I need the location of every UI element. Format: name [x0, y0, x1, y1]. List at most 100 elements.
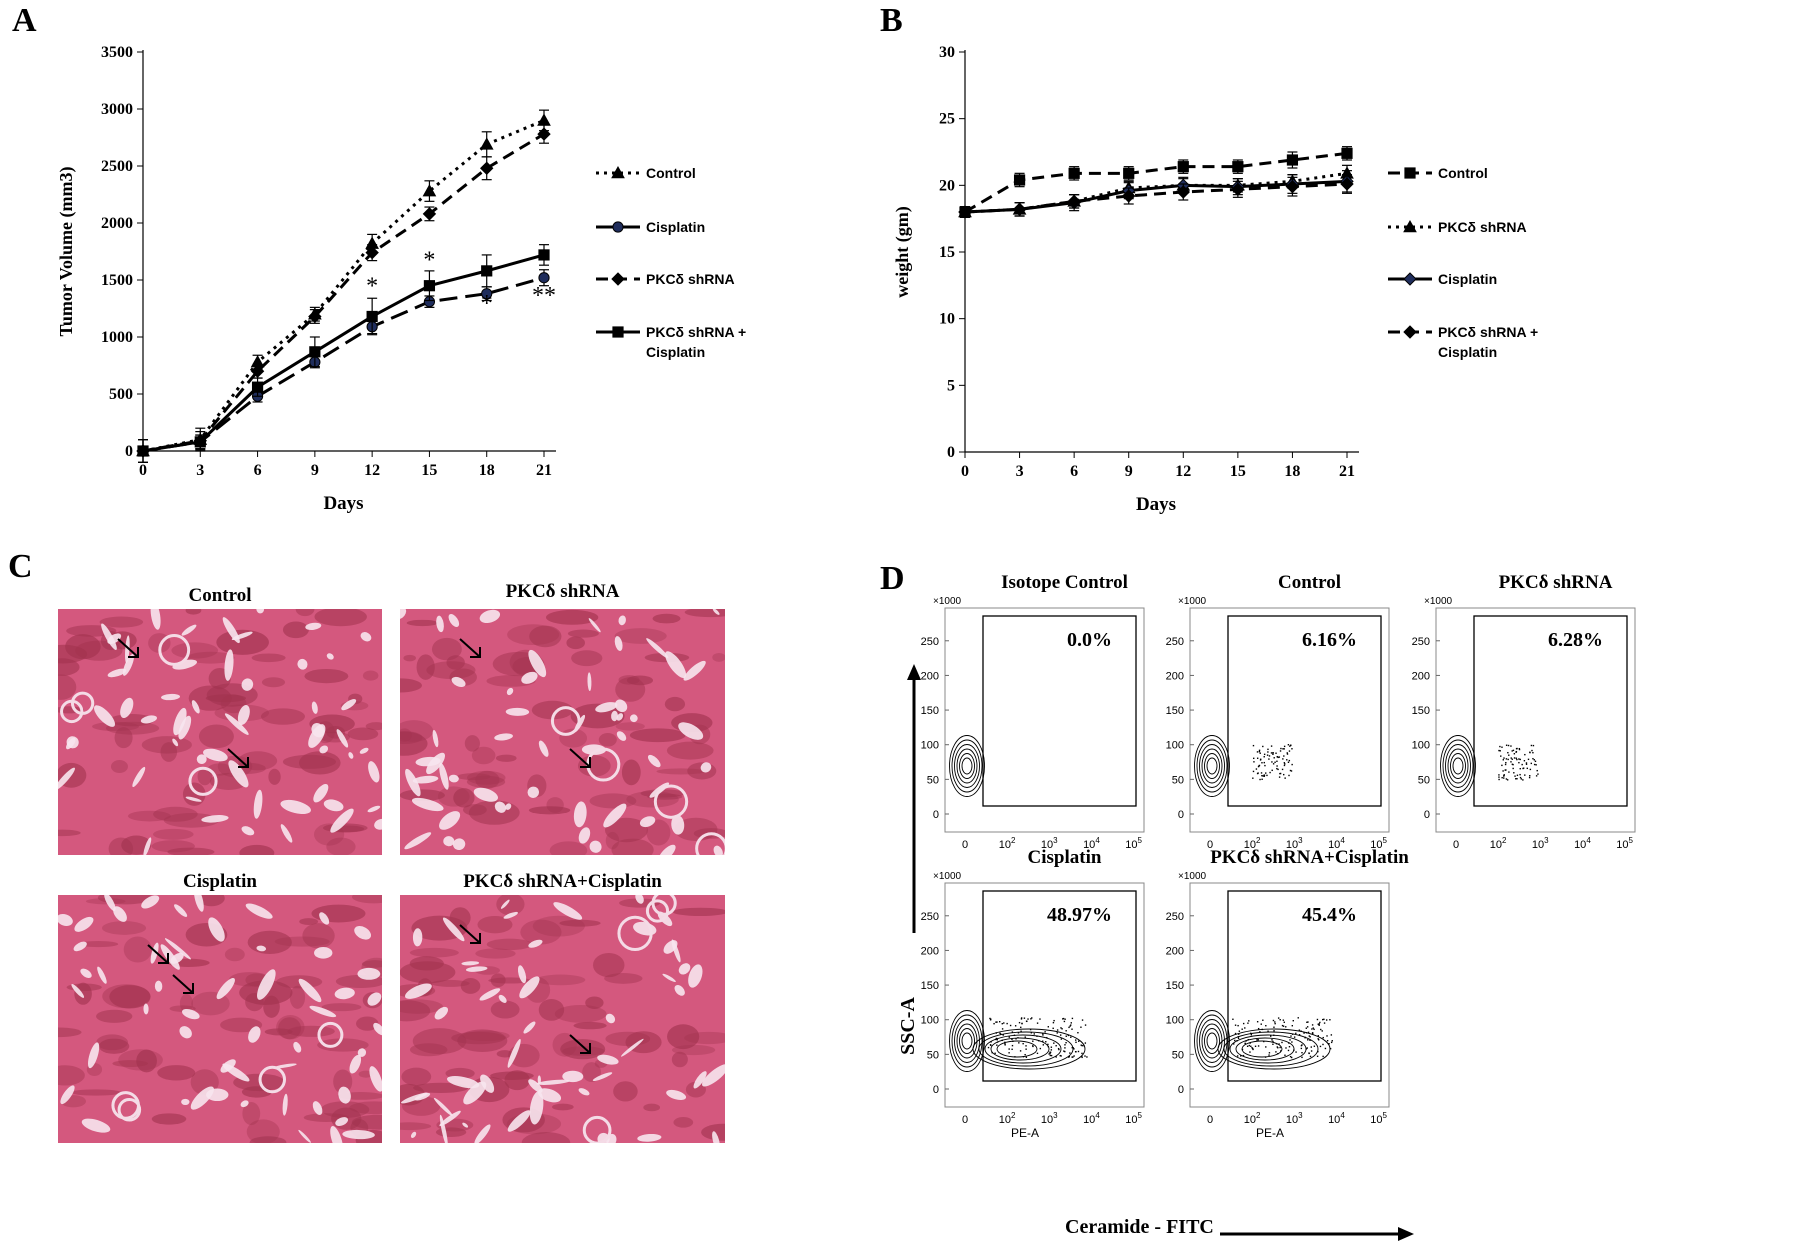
tissue-gap — [529, 1091, 544, 1125]
event-dot — [1083, 1044, 1085, 1047]
event-dot — [1052, 1027, 1054, 1030]
event-dot — [1319, 1021, 1321, 1024]
tissue-fiber — [400, 1122, 432, 1131]
tissue-gap — [280, 824, 293, 843]
flow-y-tick-label: 0 — [1178, 809, 1184, 821]
event-dot — [1290, 744, 1292, 746]
event-dot — [1286, 752, 1288, 754]
gate-percent: 45.4% — [1302, 904, 1357, 926]
x-tick-label: 15 — [421, 462, 437, 479]
event-dot — [1003, 1022, 1005, 1024]
event-dot — [1280, 1050, 1282, 1052]
tissue-gap — [336, 729, 349, 748]
event-dot — [1062, 1017, 1065, 1020]
event-dot — [987, 1046, 990, 1049]
tissue-gap — [603, 803, 627, 828]
event-dot — [1508, 754, 1510, 756]
tissue-gap — [172, 738, 179, 747]
event-dot — [1081, 1055, 1083, 1058]
series-line — [142, 276, 545, 453]
event-dot — [1004, 1044, 1006, 1046]
contour-ring — [961, 757, 973, 775]
data-point — [538, 249, 550, 261]
x-tick-label: 0 — [961, 463, 969, 480]
flow-y-tick-label: 200 — [921, 670, 939, 682]
y-tick-label: 25 — [939, 111, 955, 128]
tissue-gap — [280, 799, 311, 814]
event-dot — [1307, 1031, 1310, 1034]
legend-label: PKCδ shRNA — [646, 271, 735, 287]
contour-ring — [1196, 1014, 1228, 1068]
event-dot — [1256, 751, 1259, 753]
event-dot — [1070, 1036, 1072, 1038]
event-dot — [1329, 1047, 1332, 1050]
tissue-gap — [400, 609, 407, 619]
tissue-fiber — [102, 984, 151, 1009]
event-dot — [1528, 776, 1531, 779]
event-dot — [990, 1018, 992, 1020]
legend-entry: PKCδ shRNA + Cisplatin — [1388, 324, 1538, 360]
event-dot — [1050, 1049, 1053, 1051]
event-dot — [1264, 1056, 1267, 1058]
tissue-gap — [662, 973, 676, 982]
tissue-fiber — [646, 819, 671, 846]
tissue-fiber — [554, 1005, 607, 1023]
tissue-gap — [647, 754, 661, 768]
event-dot — [1263, 761, 1265, 764]
data-point — [481, 288, 493, 300]
event-dot — [1080, 1026, 1082, 1028]
contour-ring — [996, 1040, 1038, 1058]
tissue-fiber — [546, 797, 564, 813]
event-dot — [996, 1044, 998, 1046]
contour-ring — [978, 1031, 1074, 1067]
event-dot — [1513, 753, 1516, 755]
event-dot — [1050, 1054, 1053, 1057]
event-dot — [1252, 770, 1255, 773]
event-dot — [1001, 1028, 1004, 1030]
event-dot — [1013, 1034, 1016, 1036]
event-dot — [1291, 1033, 1294, 1035]
event-dot — [1277, 756, 1279, 759]
tissue-fiber — [58, 829, 81, 837]
event-dot — [1283, 773, 1285, 776]
tissue-gap — [674, 985, 685, 996]
tissue-gap — [323, 799, 344, 812]
tissue-gap — [335, 1117, 349, 1127]
tissue-gap — [369, 1066, 382, 1092]
tissue-gap — [595, 702, 618, 713]
flow-x-tick-label: 102 — [1244, 1111, 1261, 1126]
event-dot — [1049, 1051, 1051, 1053]
tissue-fiber — [333, 1069, 353, 1094]
event-dot — [1077, 1031, 1079, 1034]
contour-ring — [1440, 735, 1476, 797]
tissue-gap — [58, 767, 75, 791]
event-dot — [1522, 767, 1524, 770]
tissue-gap — [206, 1088, 229, 1102]
flow-y-tick-label: 250 — [921, 911, 939, 923]
tissue-gap — [505, 707, 530, 716]
event-dot — [1238, 1030, 1241, 1032]
tissue-fiber — [413, 1082, 469, 1093]
event-dot — [1055, 1045, 1057, 1047]
tissue-fiber — [495, 754, 517, 762]
event-dot — [1322, 1043, 1324, 1046]
flow-y-tick-label: 100 — [921, 740, 939, 752]
event-dot — [1006, 1022, 1008, 1025]
event-dot — [1278, 1043, 1280, 1045]
event-dot — [1512, 763, 1514, 766]
tissue-fiber — [426, 661, 476, 680]
tissue-fiber — [224, 947, 245, 962]
event-dot — [1021, 1022, 1023, 1025]
data-point — [1341, 147, 1353, 159]
tissue-gap — [451, 676, 466, 687]
tissue-gap — [443, 836, 455, 847]
event-dot — [995, 1037, 998, 1040]
event-dot — [989, 1017, 991, 1020]
event-dot — [1287, 761, 1290, 763]
event-dot — [1017, 1037, 1019, 1039]
tissue-fiber — [504, 1070, 530, 1091]
tissue-fiber — [101, 921, 147, 935]
flow-y-tick-label: 0 — [933, 1084, 939, 1096]
tissue-fiber — [416, 654, 435, 680]
tissue-gap — [191, 700, 200, 714]
